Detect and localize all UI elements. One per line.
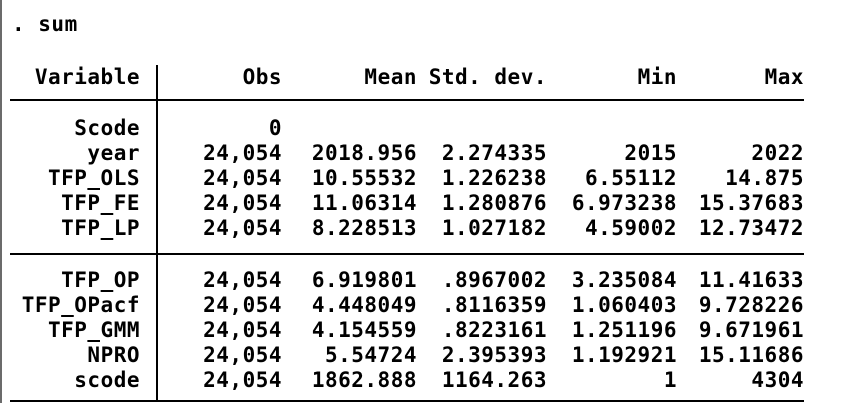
max-cell	[677, 100, 804, 141]
table-row: TFP_FE 24,054 11.06314 1.280876 6.973238 15.3…	[10, 191, 804, 216]
variable-cell: TFP_OLS	[10, 166, 158, 191]
min-cell: 3.235084	[571, 268, 677, 292]
mean-cell: 2018.956	[311, 141, 417, 165]
summary-statistics-table: Variable Obs Mean Std. dev. Min Max Scod…	[10, 65, 804, 402]
std-dev-cell: .8116359	[441, 293, 547, 317]
std-dev-cell: 1.027182	[417, 216, 547, 255]
table-header: Variable Obs Mean Std. dev. Min Max	[10, 65, 804, 101]
table-row: NPRO 24,054 5.54724 2.395393 1.192921 15.1168…	[10, 343, 804, 368]
table-row: TFP_GMM 24,054 4.154559 .8223161 1.251196 9.6…	[10, 318, 804, 343]
std-dev-cell: 1164.263	[417, 368, 547, 402]
min-cell: 4.59002	[547, 216, 677, 255]
min-cell: 1.192921	[571, 343, 677, 367]
obs-cell: 24,054	[203, 268, 282, 292]
obs-cell: 24,054	[203, 166, 282, 190]
mean-cell: 5.54724	[324, 343, 417, 367]
obs-cell: 0	[268, 116, 282, 140]
table-group-2: TFP_OP 24,054 6.919801 .8967002 3.235084 11.4…	[10, 254, 804, 402]
table-group-1: Scode 0 year 24,054 2018.956 2.274335 2015 2022…	[10, 100, 804, 255]
std-dev-cell: 2.274335	[441, 141, 547, 165]
min-cell: 1.060403	[571, 293, 677, 317]
std-dev-cell	[417, 100, 547, 141]
min-cell	[547, 100, 677, 141]
max-cell: 9.671961	[698, 318, 804, 342]
obs-cell: 24,054	[203, 293, 282, 317]
max-cell: 14.875	[725, 166, 804, 190]
max-cell: 11.41633	[698, 268, 804, 292]
variable-cell: Scode	[10, 100, 158, 141]
table-row: scode 24,054 1862.888 1164.263 1 4304	[10, 368, 804, 402]
min-cell: 2015	[624, 141, 677, 165]
mean-cell: 4.448049	[311, 293, 417, 317]
header-max: Max	[677, 65, 804, 101]
mean-cell	[282, 100, 417, 141]
std-dev-cell: 2.395393	[441, 343, 547, 367]
mean-cell: 4.154559	[311, 318, 417, 342]
obs-cell: 24,054	[203, 141, 282, 165]
max-cell: 2022	[751, 141, 804, 165]
variable-cell: TFP_FE	[10, 191, 158, 216]
max-cell: 15.11686	[698, 343, 804, 367]
variable-cell: year	[10, 141, 158, 166]
obs-cell: 24,054	[203, 191, 282, 215]
mean-cell: 6.919801	[311, 268, 417, 292]
max-cell: 9.728226	[698, 293, 804, 317]
std-dev-cell: .8223161	[441, 318, 547, 342]
obs-cell: 24,054	[157, 368, 282, 402]
table-row: TFP_LP 24,054 8.228513 1.027182 4.59002 12.73…	[10, 216, 804, 255]
header-obs: Obs	[157, 65, 282, 101]
variable-cell: NPRO	[10, 343, 158, 368]
variable-cell: TFP_LP	[10, 216, 158, 255]
min-cell: 6.973238	[571, 191, 677, 215]
std-dev-cell: 1.280876	[441, 191, 547, 215]
min-cell: 1.251196	[571, 318, 677, 342]
header-variable: Variable	[10, 65, 158, 101]
command-line: . sum	[12, 12, 78, 36]
table-row: TFP_OPacf 24,054 4.448049 .8116359 1.060403 9…	[10, 293, 804, 318]
table-row: TFP_OP 24,054 6.919801 .8967002 3.235084 11.4…	[10, 254, 804, 293]
variable-cell: TFP_OPacf	[10, 293, 158, 318]
mean-cell: 8.228513	[282, 216, 417, 255]
header-row: Variable Obs Mean Std. dev. Min Max	[10, 65, 804, 101]
obs-cell: 24,054	[203, 318, 282, 342]
header-std-dev: Std. dev.	[417, 65, 547, 101]
table-row: year 24,054 2018.956 2.274335 2015 2022	[10, 141, 804, 166]
max-cell: 15.37683	[698, 191, 804, 215]
mean-cell: 10.55532	[311, 166, 417, 190]
variable-cell: TFP_OP	[10, 254, 158, 293]
mean-cell: 1862.888	[282, 368, 417, 402]
header-mean: Mean	[282, 65, 417, 101]
mean-cell: 11.06314	[311, 191, 417, 215]
obs-cell: 24,054	[157, 216, 282, 255]
variable-cell: scode	[10, 368, 158, 402]
min-cell: 6.55112	[584, 166, 677, 190]
header-min: Min	[547, 65, 677, 101]
min-cell: 1	[547, 368, 677, 402]
max-cell: 4304	[677, 368, 804, 402]
table-row: Scode 0	[10, 100, 804, 141]
obs-cell: 24,054	[203, 343, 282, 367]
table-row: TFP_OLS 24,054 10.55532 1.226238 6.55112 14.8…	[10, 166, 804, 191]
max-cell: 12.73472	[677, 216, 804, 255]
variable-cell: TFP_GMM	[10, 318, 158, 343]
std-dev-cell: .8967002	[441, 268, 547, 292]
std-dev-cell: 1.226238	[441, 166, 547, 190]
